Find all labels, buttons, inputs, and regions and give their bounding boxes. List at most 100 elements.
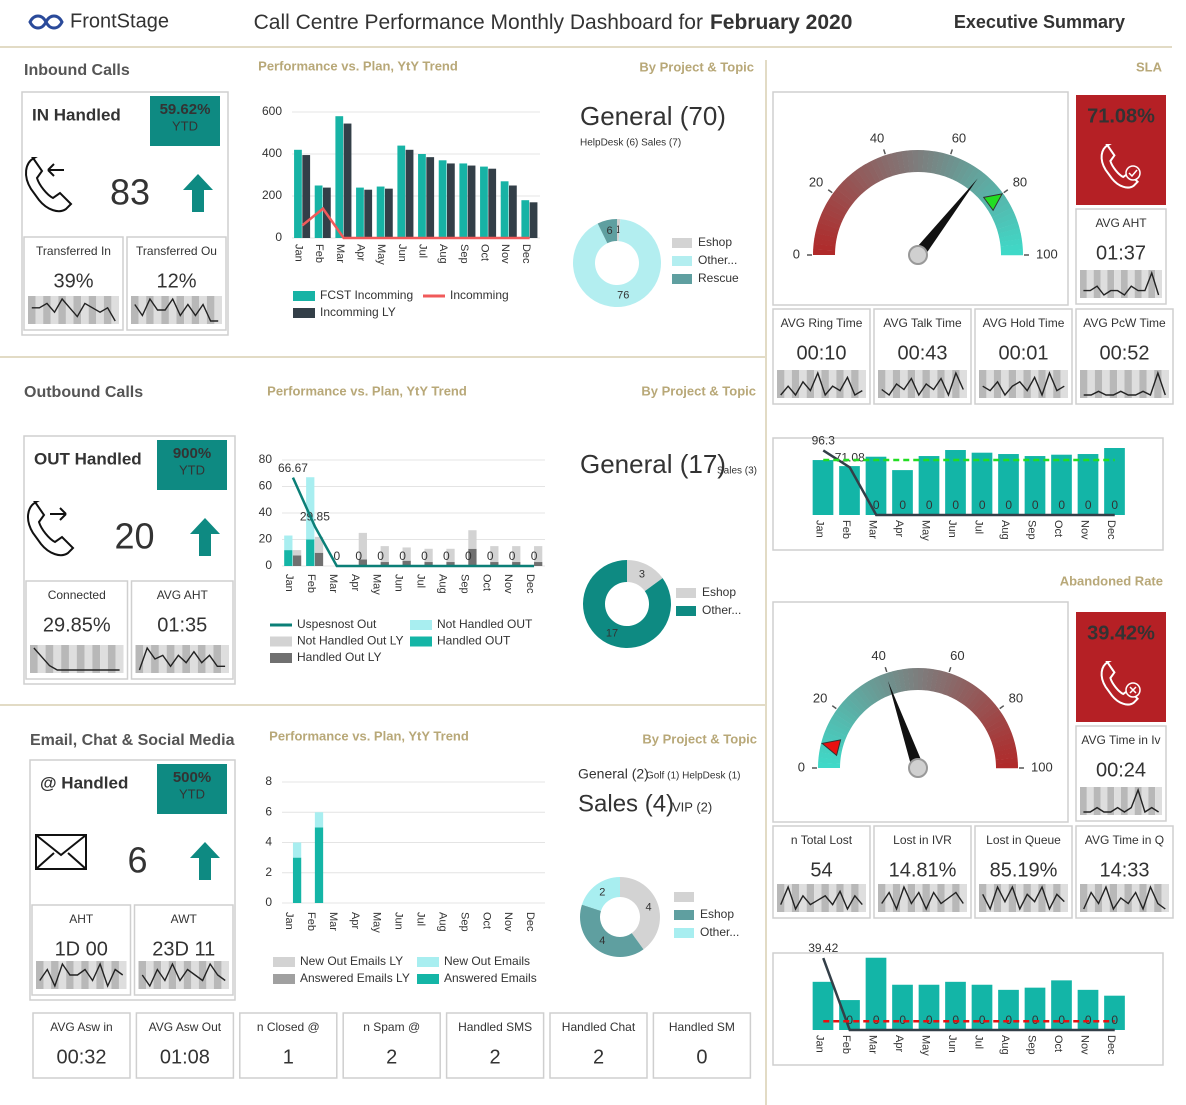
x-tick-label: Nov (1078, 520, 1090, 540)
legend-swatch (674, 892, 694, 902)
gauge-tick (827, 189, 833, 194)
spark-stripe (806, 884, 815, 912)
metric-label: n Spam @ (363, 1020, 420, 1034)
spark-stripe (111, 296, 119, 324)
gauge-band (877, 674, 891, 697)
spark-stripe (777, 884, 785, 912)
gauge-band (868, 678, 883, 701)
gauge-band (822, 207, 845, 222)
spark-stripe (30, 645, 38, 673)
gauge-band (907, 150, 914, 173)
spark-stripe (1001, 370, 1009, 398)
bar (438, 160, 447, 238)
bar (314, 827, 324, 903)
spark-stripe (1094, 370, 1103, 398)
sparkline (33, 647, 120, 671)
sparkline (780, 885, 863, 911)
x-tick-label: Mar (327, 912, 339, 931)
x-tick-label: Nov (502, 912, 514, 932)
gauge-tick (831, 705, 837, 710)
gauge-band (989, 727, 1012, 741)
gauge-band (987, 722, 1010, 737)
gauge-tick-label: 0 (793, 246, 800, 261)
spark-stripe (92, 645, 101, 673)
gauge-band (813, 249, 836, 255)
bar (446, 548, 455, 563)
sparkline (1083, 885, 1166, 911)
spark-stripe (131, 296, 139, 324)
bar (356, 187, 364, 238)
spark-stripe (1109, 370, 1118, 398)
spark-stripe (115, 645, 124, 673)
gauge-band (833, 188, 854, 207)
spark-stripe (184, 296, 192, 324)
spark-stripe (1141, 270, 1149, 298)
spark-stripe (168, 296, 177, 324)
spark-stripe (45, 645, 54, 673)
bar (284, 535, 293, 551)
spark-stripe (1045, 370, 1054, 398)
spark-stripe (851, 884, 859, 912)
gauge-band (967, 690, 986, 711)
metric-label: AVG AHT (157, 588, 209, 602)
gauge-band (963, 687, 982, 708)
gauge-tick-label: 80 (1013, 175, 1027, 190)
bar (284, 550, 293, 566)
data-label: 0 (846, 1013, 853, 1027)
metric-value: 00:52 (1099, 342, 1149, 364)
kpi-badge-sub: YTD (172, 118, 198, 133)
spark-stripe (814, 884, 822, 912)
gauge-band (863, 681, 880, 703)
spark-stripe (61, 645, 69, 673)
gauge-band (985, 718, 1008, 733)
bar (446, 562, 455, 566)
gauge-band (860, 163, 877, 186)
gauge-band (843, 697, 863, 716)
data-label: 17 (606, 627, 618, 639)
data-label: 0 (926, 498, 933, 512)
arrow-icon (50, 507, 67, 521)
bar (892, 470, 913, 515)
data-label: 71.08 (835, 451, 865, 465)
spark-stripe (952, 370, 960, 398)
legend-label: Eshop (700, 907, 734, 921)
spark-stripe (191, 296, 200, 324)
x-tick-label: Jun (393, 912, 405, 930)
spark-stripe (221, 645, 229, 673)
phone-icon (25, 157, 73, 213)
spark-stripe (76, 645, 85, 673)
spark-stripe (959, 370, 967, 398)
bar (468, 548, 477, 566)
bar (358, 559, 367, 566)
legend-swatch (270, 636, 292, 647)
gauge-band (992, 737, 1015, 749)
metric-label: Handled SMS (458, 1020, 532, 1034)
metric-label: Handled Chat (562, 1020, 636, 1034)
x-tick-label: Apr (349, 912, 361, 929)
spark-stripe (1141, 787, 1149, 815)
metric-value: 29.85% (43, 614, 111, 636)
metric-label: AWT (171, 912, 198, 926)
spark-stripe (1139, 370, 1147, 398)
gauge-band (887, 671, 899, 694)
spark-stripe (81, 961, 89, 989)
gauge-tick-label: 20 (809, 175, 823, 190)
gauge-band (859, 683, 876, 705)
y-tick-label: 0 (265, 895, 272, 909)
bar (306, 539, 315, 566)
gauge-band (995, 762, 1019, 769)
kpi-value: 6 (127, 840, 147, 881)
y-tick-label: 200 (262, 188, 282, 202)
spark-stripe (1102, 884, 1110, 912)
spark-stripe (885, 884, 893, 912)
kpi-badge-sub: YTD (179, 462, 205, 477)
spark-stripe (1109, 884, 1118, 912)
gauge-tick (950, 149, 954, 155)
gauge-band (998, 227, 1021, 238)
y-tick-label: 20 (259, 532, 273, 546)
arrow-icon (47, 163, 64, 177)
x-tick-label: Nov (1078, 1035, 1090, 1055)
gauge-band (851, 169, 870, 191)
y-tick-label: 8 (265, 774, 272, 788)
gauge-band (815, 227, 838, 238)
